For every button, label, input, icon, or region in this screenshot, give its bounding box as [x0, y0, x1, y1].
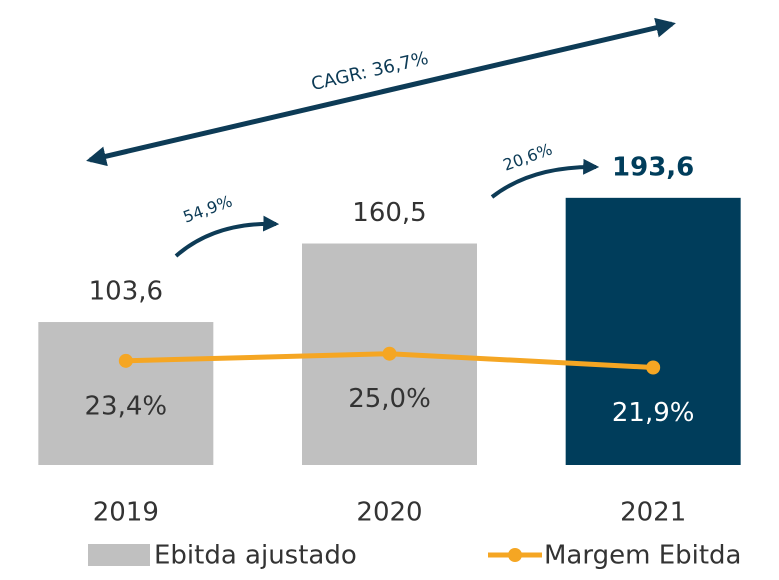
- growth-label: 54,9%: [181, 191, 235, 226]
- cagr-label: CAGR: 36,7%: [309, 48, 430, 95]
- bar-value-label: 103,6: [89, 277, 163, 307]
- growth-arrow: [174, 215, 280, 258]
- legend-swatch: [508, 548, 522, 562]
- line-value-label: 21,9%: [612, 398, 695, 428]
- growth-label: 20,6%: [501, 139, 555, 174]
- bar-value-label: 160,5: [352, 198, 426, 228]
- plot: 103,6 2019 160,5 2020 193,6 2021 23,4% 25,0% 21,…: [38, 152, 741, 528]
- line-point: [382, 346, 397, 361]
- legend-swatch: [88, 544, 150, 566]
- bar: [38, 322, 214, 465]
- line-value-label: 25,0%: [348, 384, 431, 414]
- cagr-arrow: [86, 17, 676, 167]
- x-tick-label: 2019: [93, 498, 159, 528]
- legend-label: Margem Ebitda: [544, 541, 741, 571]
- x-tick-label: 2021: [620, 498, 686, 528]
- line-point: [646, 360, 661, 375]
- bar-value-label: 193,6: [612, 152, 694, 182]
- bar: [565, 197, 741, 465]
- x-tick-label: 2020: [356, 498, 422, 528]
- line-point: [118, 353, 133, 368]
- legend: Ebitda ajustado Margem Ebitda: [88, 541, 741, 571]
- growth-arrow: [490, 158, 600, 199]
- line-value-label: 23,4%: [85, 391, 168, 421]
- legend-label: Ebitda ajustado: [154, 541, 357, 571]
